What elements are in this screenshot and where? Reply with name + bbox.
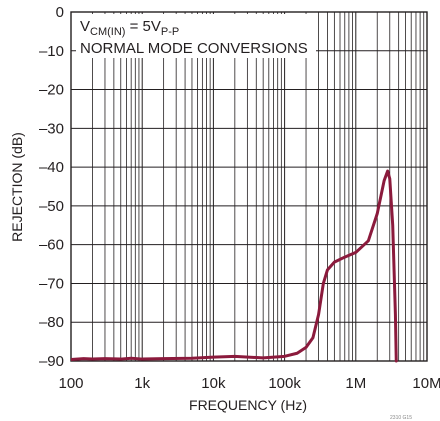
x-tick-label: 10k	[201, 375, 226, 392]
annotation-line-2: NORMAL MODE CONVERSIONS	[80, 40, 308, 57]
x-axis-title: FREQUENCY (Hz)	[189, 397, 307, 413]
annotation-line-1: VCM(IN) = 5VP-P	[80, 18, 179, 38]
x-tick-labels: 100 1k 10k 100k 1M 10M	[58, 375, 440, 392]
y-tick-label: –60	[39, 237, 64, 254]
plot-frame	[70, 11, 428, 362]
series-group	[71, 169, 398, 363]
y-tick-label: –20	[39, 82, 64, 99]
y-tick-label: –70	[39, 275, 64, 292]
y-tick-label: –80	[39, 314, 64, 331]
y-tick-label: –50	[39, 198, 64, 215]
y-tick-labels: 0 –10 –20 –30 –40 –50 –60 –70 –80 –90	[39, 4, 64, 370]
figure-id: 2310 G15	[390, 415, 412, 421]
x-tick-label: 10M	[412, 375, 440, 392]
y-tick-label: –90	[39, 353, 64, 370]
x-tick-label: 100	[58, 375, 83, 392]
x-tick-label: 1M	[345, 375, 366, 392]
annotation-background	[76, 14, 316, 58]
grid-minor-lines	[92, 12, 425, 361]
plot-border	[70, 11, 428, 362]
y-tick-label: –40	[39, 159, 64, 176]
y-tick-label: –10	[39, 43, 64, 60]
x-tick-label: 100k	[268, 375, 301, 392]
series-line-0	[71, 169, 398, 363]
x-tick-label: 1k	[134, 375, 150, 392]
grid-major-lines	[70, 11, 428, 362]
y-tick-label: 0	[56, 4, 64, 21]
y-tick-label: –30	[39, 120, 64, 137]
y-axis-title: REJECTION (dB)	[9, 132, 25, 242]
